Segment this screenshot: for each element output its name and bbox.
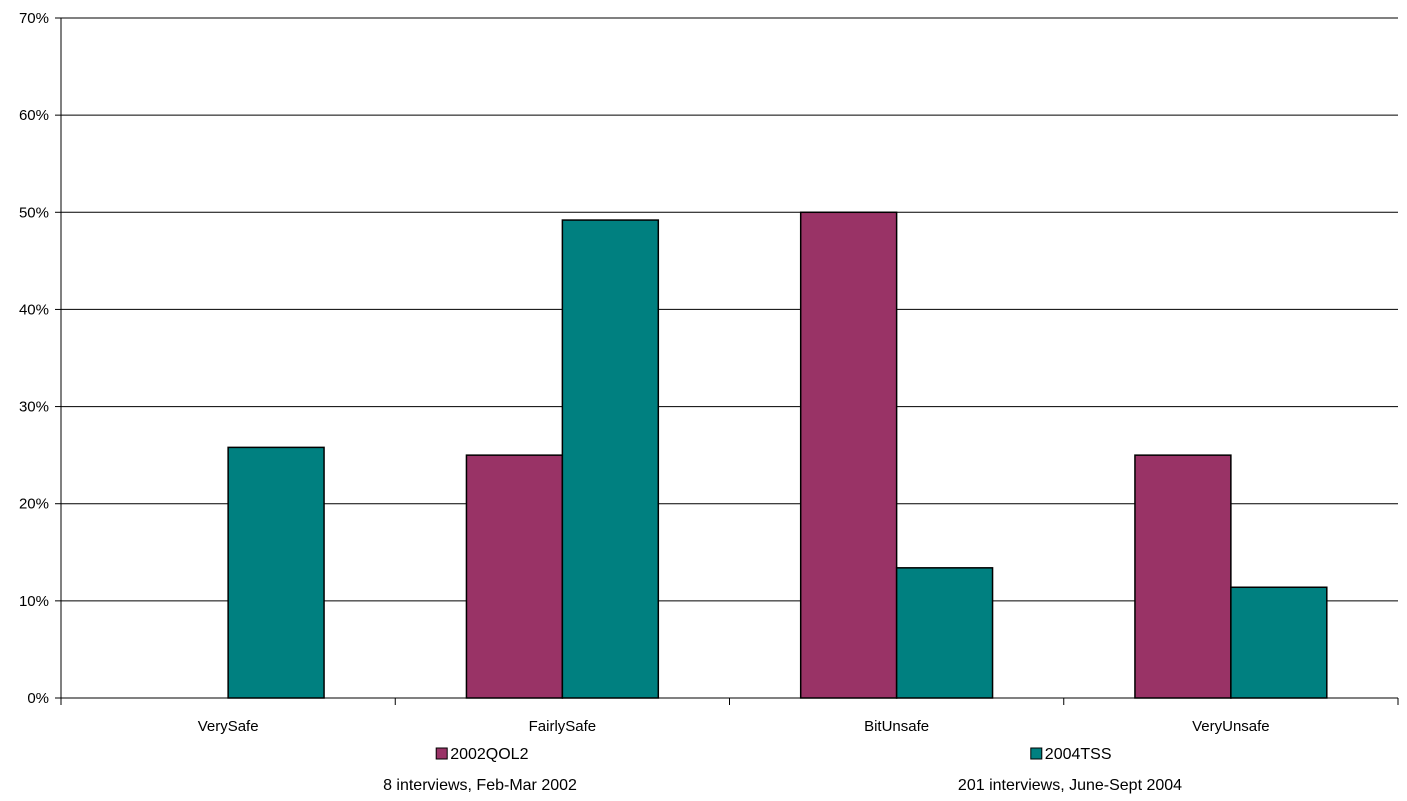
y-tick-label: 10% <box>19 593 49 610</box>
bar-2004tss-verysafe <box>227 446 325 699</box>
bar-2002qol2-bitunsafe <box>799 211 898 699</box>
legend: 2002QOL2 8 interviews, Feb-Mar 2002 2004TS… <box>383 746 1182 794</box>
y-tick-label: 40% <box>19 301 49 318</box>
bar-2002qol2-veryunsafe <box>1134 454 1232 699</box>
x-axis-tick-labels: VerySafe FairlySafe BitUnsafe VeryUnsafe <box>198 718 1270 735</box>
bar-2002qol2-fairlysafe <box>465 454 564 699</box>
y-tick-label: 20% <box>19 496 49 513</box>
bar-2004tss-bitunsafe <box>895 567 994 699</box>
legend-label: 2002QOL2 <box>450 746 528 763</box>
y-tick-label: 60% <box>19 107 49 124</box>
legend-swatch-2002qol2 <box>435 747 448 760</box>
x-tick-label: BitUnsafe <box>864 718 929 735</box>
y-axis-tick-labels: 0% 10% 20% 30% 40% 50% 60% 70% <box>19 10 49 707</box>
series-note: 201 interviews, June-Sept 2004 <box>958 777 1182 794</box>
bars <box>227 211 1328 699</box>
legend-swatch-2004tss <box>1030 747 1043 760</box>
x-tick-label: VeryUnsafe <box>1192 718 1270 735</box>
x-tick-label: VerySafe <box>198 718 259 735</box>
axes <box>55 17 1399 705</box>
series-note: 8 interviews, Feb-Mar 2002 <box>383 777 577 794</box>
x-tick-label: FairlySafe <box>529 718 597 735</box>
bar-2004tss-fairlysafe <box>561 219 660 699</box>
y-tick-label: 70% <box>19 10 49 27</box>
y-tick-label: 30% <box>19 399 49 416</box>
legend-label: 2004TSS <box>1045 746 1112 763</box>
y-tick-label: 50% <box>19 204 49 221</box>
bar-2004tss-veryunsafe <box>1230 586 1328 699</box>
y-tick-label: 0% <box>27 690 49 707</box>
